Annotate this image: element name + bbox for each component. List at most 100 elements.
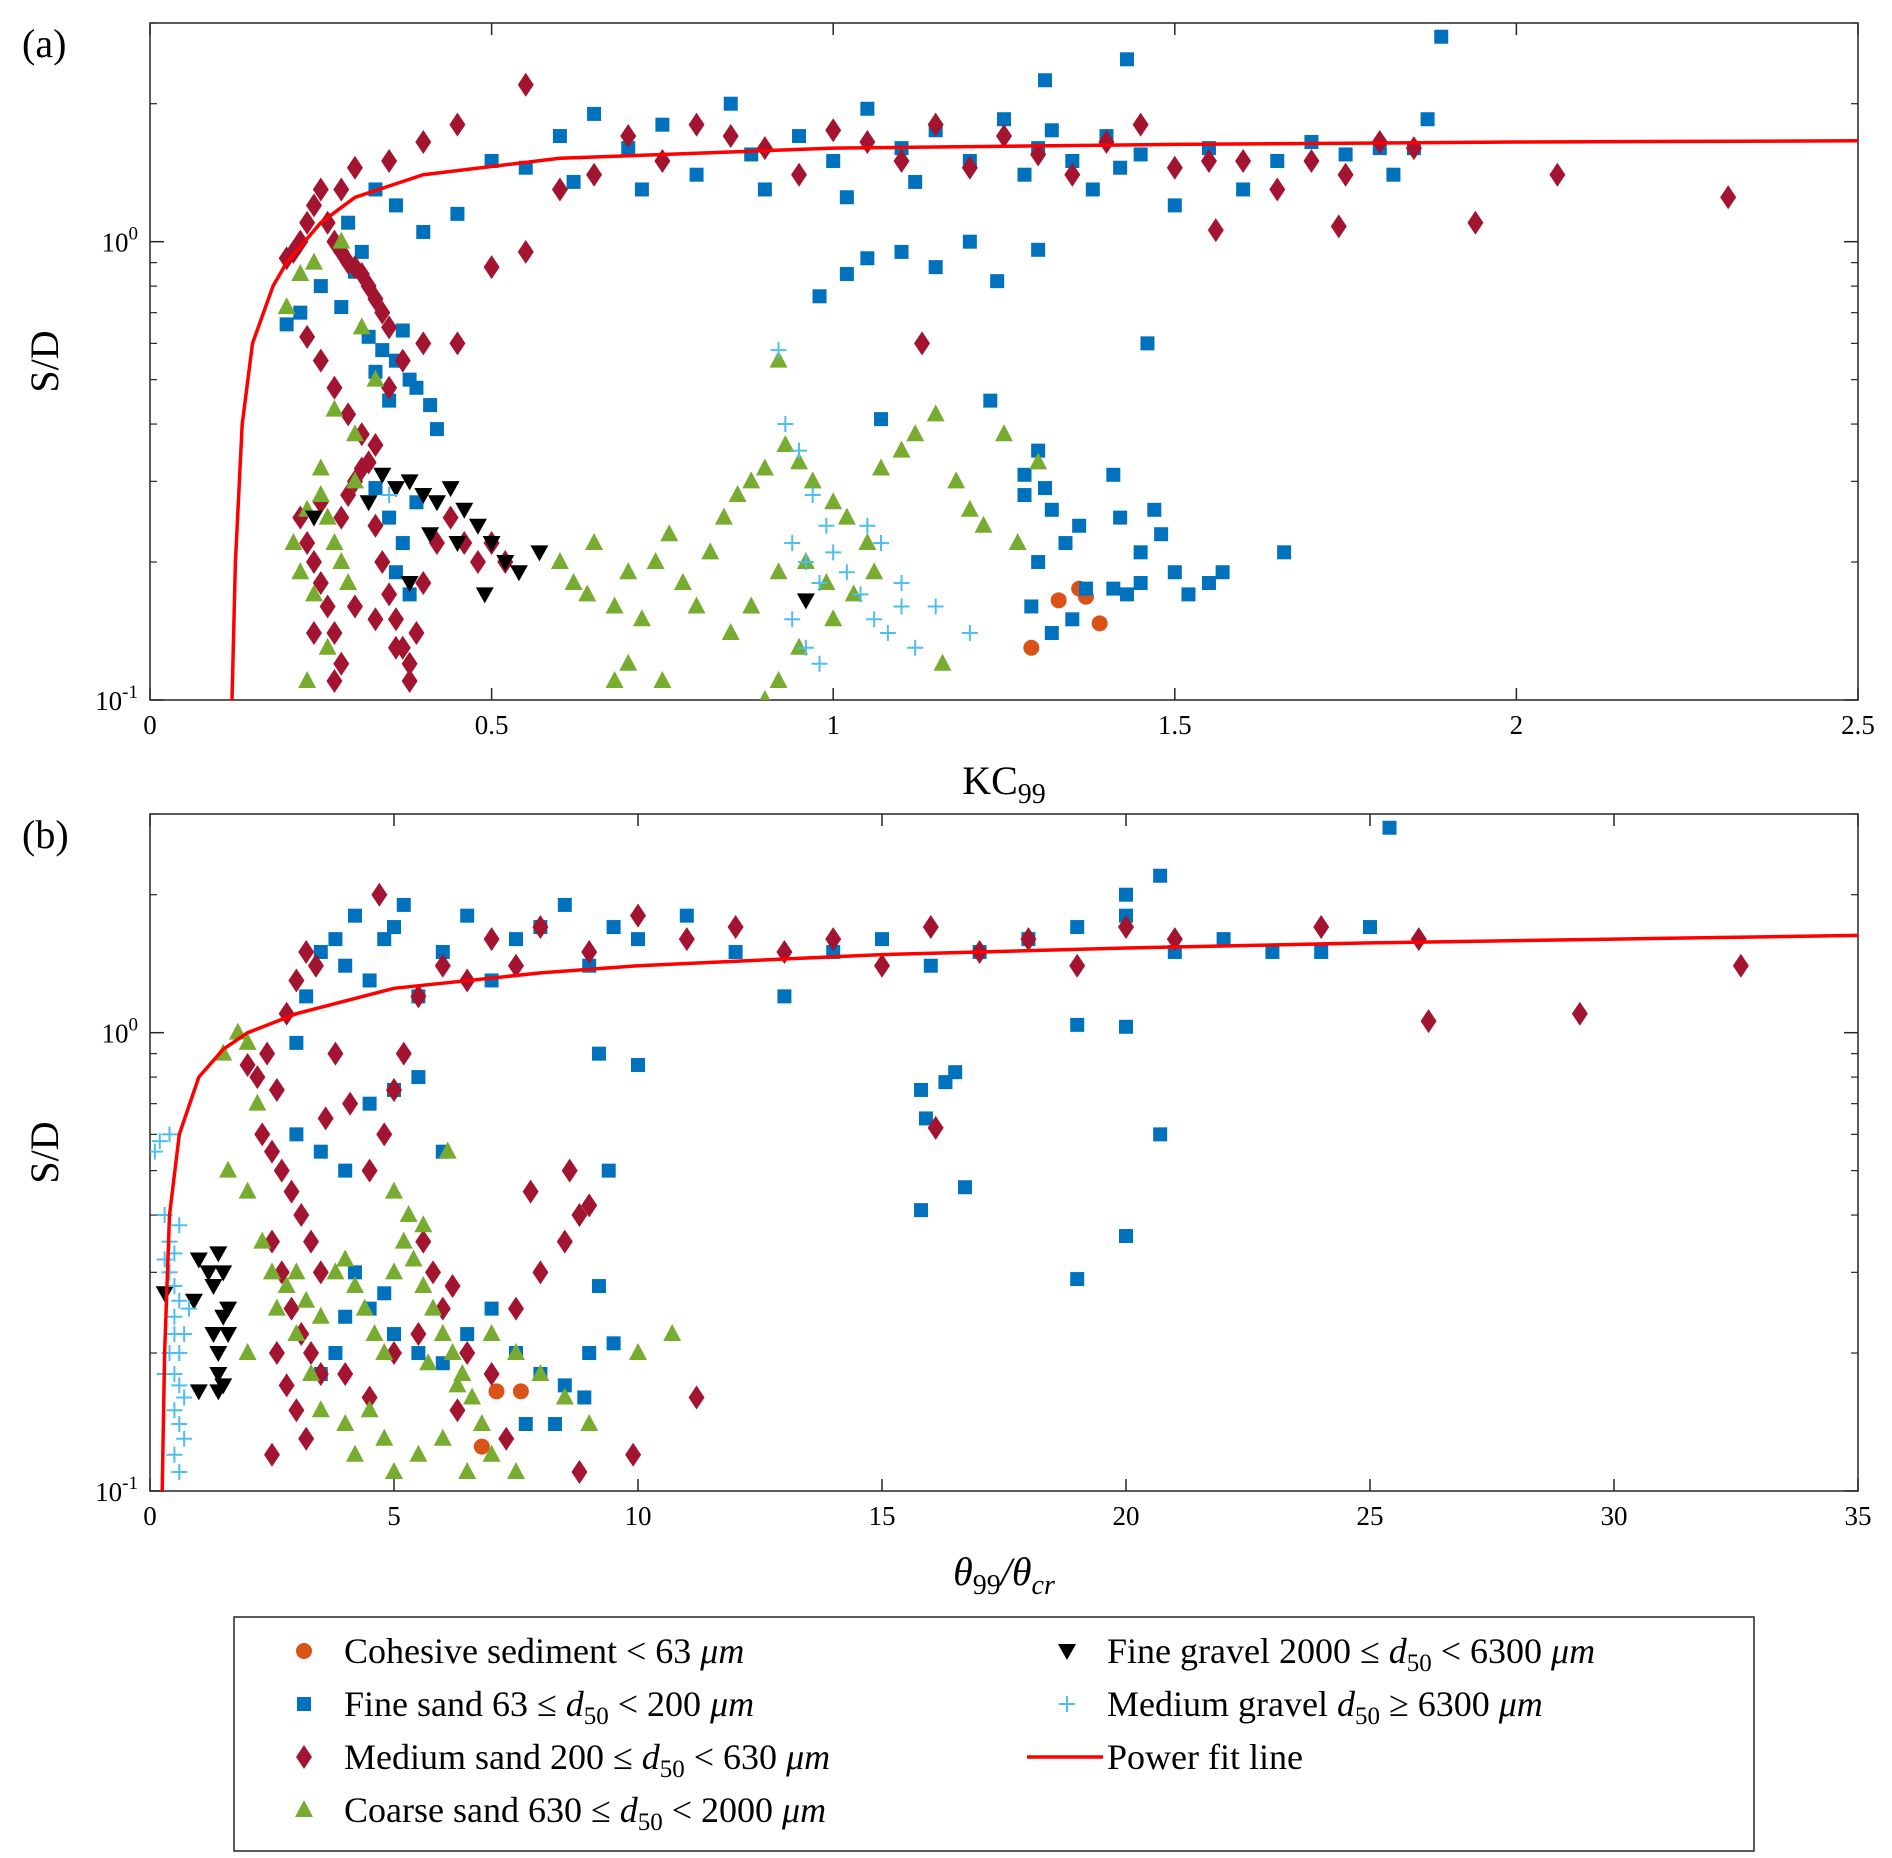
data-point-fine_sand <box>997 112 1011 127</box>
data-point-medium_sand <box>1720 185 1737 210</box>
data-point-fine_sand <box>1119 1019 1133 1034</box>
data-point-coarse_sand <box>742 596 761 614</box>
data-point-coarse_sand <box>769 350 788 368</box>
data-point-medium_gravel <box>784 611 801 628</box>
data-point-coarse_sand <box>759 690 771 700</box>
data-point-medium_sand <box>395 1041 412 1066</box>
legend-item-medium_gravel: Medium gravel d50 ≥ 6300 μm <box>1059 1684 1543 1730</box>
data-point-medium_sand <box>1467 210 1484 235</box>
data-point-medium_gravel <box>818 517 835 534</box>
data-point-fine_gravel <box>400 576 419 593</box>
data-point-coarse_sand <box>394 1231 413 1249</box>
data-point-fine_sand <box>792 129 807 144</box>
data-point-coarse_sand <box>385 1181 403 1199</box>
data-point-coarse_sand <box>463 1387 482 1405</box>
data-point-fine_sand <box>1106 467 1121 482</box>
data-point-medium_sand <box>312 1260 329 1285</box>
data-point-medium_sand <box>532 915 549 940</box>
data-point-fine_sand <box>757 182 772 197</box>
data-point-medium_gravel <box>893 598 910 615</box>
data-point-coarse_sand <box>433 1428 452 1446</box>
data-point-fine_gravel <box>448 536 467 553</box>
data-point-coarse_sand <box>267 1298 286 1316</box>
data-point-fine_gravel <box>468 518 487 535</box>
data-point-coarse_sand <box>238 1181 257 1199</box>
data-point-medium_gravel <box>176 1430 193 1447</box>
data-point-fine_sand <box>812 289 827 304</box>
data-point-fine_sand <box>1065 153 1080 168</box>
data-point-coarse_sand <box>375 1428 394 1446</box>
data-point-fine_gravel <box>189 1252 208 1269</box>
legend-label-unit: m <box>804 1737 830 1777</box>
data-point-medium_sand <box>254 1122 271 1147</box>
data-point-coarse_sand <box>297 1290 316 1308</box>
data-point-coarse_sand <box>769 562 788 580</box>
legend-label-text: Medium sand 200 ≤ <box>344 1737 642 1777</box>
data-point-fine_sand <box>341 215 356 230</box>
data-point-coarse_sand <box>263 1262 281 1280</box>
legend-marker-medium_gravel <box>1059 1696 1075 1712</box>
data-point-fine_sand <box>723 96 738 111</box>
data-point-medium_sand <box>922 915 939 940</box>
data-point-medium_sand <box>346 155 363 180</box>
data-point-fine_sand <box>631 932 645 947</box>
data-point-medium_sand <box>1571 1001 1588 1026</box>
y-tick-label: 100 <box>102 1015 139 1049</box>
data-point-fine_sand <box>962 234 977 249</box>
data-point-fine_sand <box>557 1378 572 1393</box>
data-point-medium_sand <box>586 162 603 187</box>
data-point-medium_sand <box>371 882 388 907</box>
data-point-fine_sand <box>411 1346 426 1361</box>
data-point-medium_sand <box>298 939 315 964</box>
data-point-medium_sand <box>415 331 432 356</box>
data-point-coarse_sand <box>824 492 843 510</box>
series-fine_gravel <box>304 467 815 610</box>
x-axis-label: θ99/θcr <box>953 1549 1055 1601</box>
data-point-coarse_sand <box>318 507 337 525</box>
data-point-fine_sand <box>1031 555 1046 570</box>
data-point-coarse_sand <box>564 573 583 591</box>
legend-item-cohesive: Cohesive sediment < 63 μm <box>296 1631 744 1671</box>
legend-label-text: Coarse sand 630 ≤ <box>344 1790 620 1830</box>
data-point-coarse_sand <box>858 533 877 551</box>
data-point-fine_sand <box>328 932 343 947</box>
data-point-medium_sand <box>1166 927 1183 952</box>
data-point-medium_sand <box>1732 953 1749 978</box>
data-point-fine_gravel <box>373 467 392 484</box>
data-point-medium_gravel <box>838 564 855 581</box>
data-point-medium_gravel <box>171 1217 188 1234</box>
data-point-coarse_sand <box>507 1343 525 1361</box>
data-point-medium_sand <box>410 1322 427 1347</box>
data-point-coarse_sand <box>339 573 358 591</box>
data-point-coarse_sand <box>443 1343 462 1361</box>
y-tick-base: 10 <box>102 1019 129 1049</box>
data-point-coarse_sand <box>311 1306 330 1324</box>
legend-label: Medium gravel d50 ≥ 6300 μm <box>1107 1684 1543 1730</box>
legend-label: Medium sand 200 ≤ d50 < 630 μm <box>344 1737 830 1783</box>
data-point-medium_gravel <box>804 487 821 504</box>
data-point-coarse_sand <box>1029 452 1048 470</box>
data-point-fine_gravel <box>796 593 815 610</box>
legend-label-d: d <box>1337 1684 1356 1724</box>
y-tick-label: 10-1 <box>95 682 138 716</box>
data-point-medium_gravel <box>171 1464 188 1481</box>
data-point-coarse_sand <box>531 1364 550 1382</box>
data-point-medium_sand <box>239 1053 256 1078</box>
data-point-medium_sand <box>394 348 411 373</box>
data-point-fine_sand <box>1078 581 1093 596</box>
data-point-fine_gravel <box>509 565 528 582</box>
y-tick-base: 10 <box>102 228 129 258</box>
data-point-medium_gravel <box>879 625 896 642</box>
data-point-fine_sand <box>1167 565 1182 580</box>
data-point-fine_sand <box>409 495 424 510</box>
data-point-fine_sand <box>1133 147 1148 162</box>
data-point-medium_sand <box>459 1341 476 1366</box>
data-point-medium_sand <box>1337 162 1354 187</box>
legend-label-mid: < 6300 <box>1432 1631 1551 1671</box>
data-point-fine_sand <box>1044 626 1059 641</box>
data-point-fine_sand <box>509 932 523 947</box>
data-point-medium_sand <box>361 1385 378 1410</box>
data-point-medium_sand <box>425 1260 442 1285</box>
data-point-medium_sand <box>387 607 404 632</box>
data-point-medium_sand <box>914 331 931 356</box>
